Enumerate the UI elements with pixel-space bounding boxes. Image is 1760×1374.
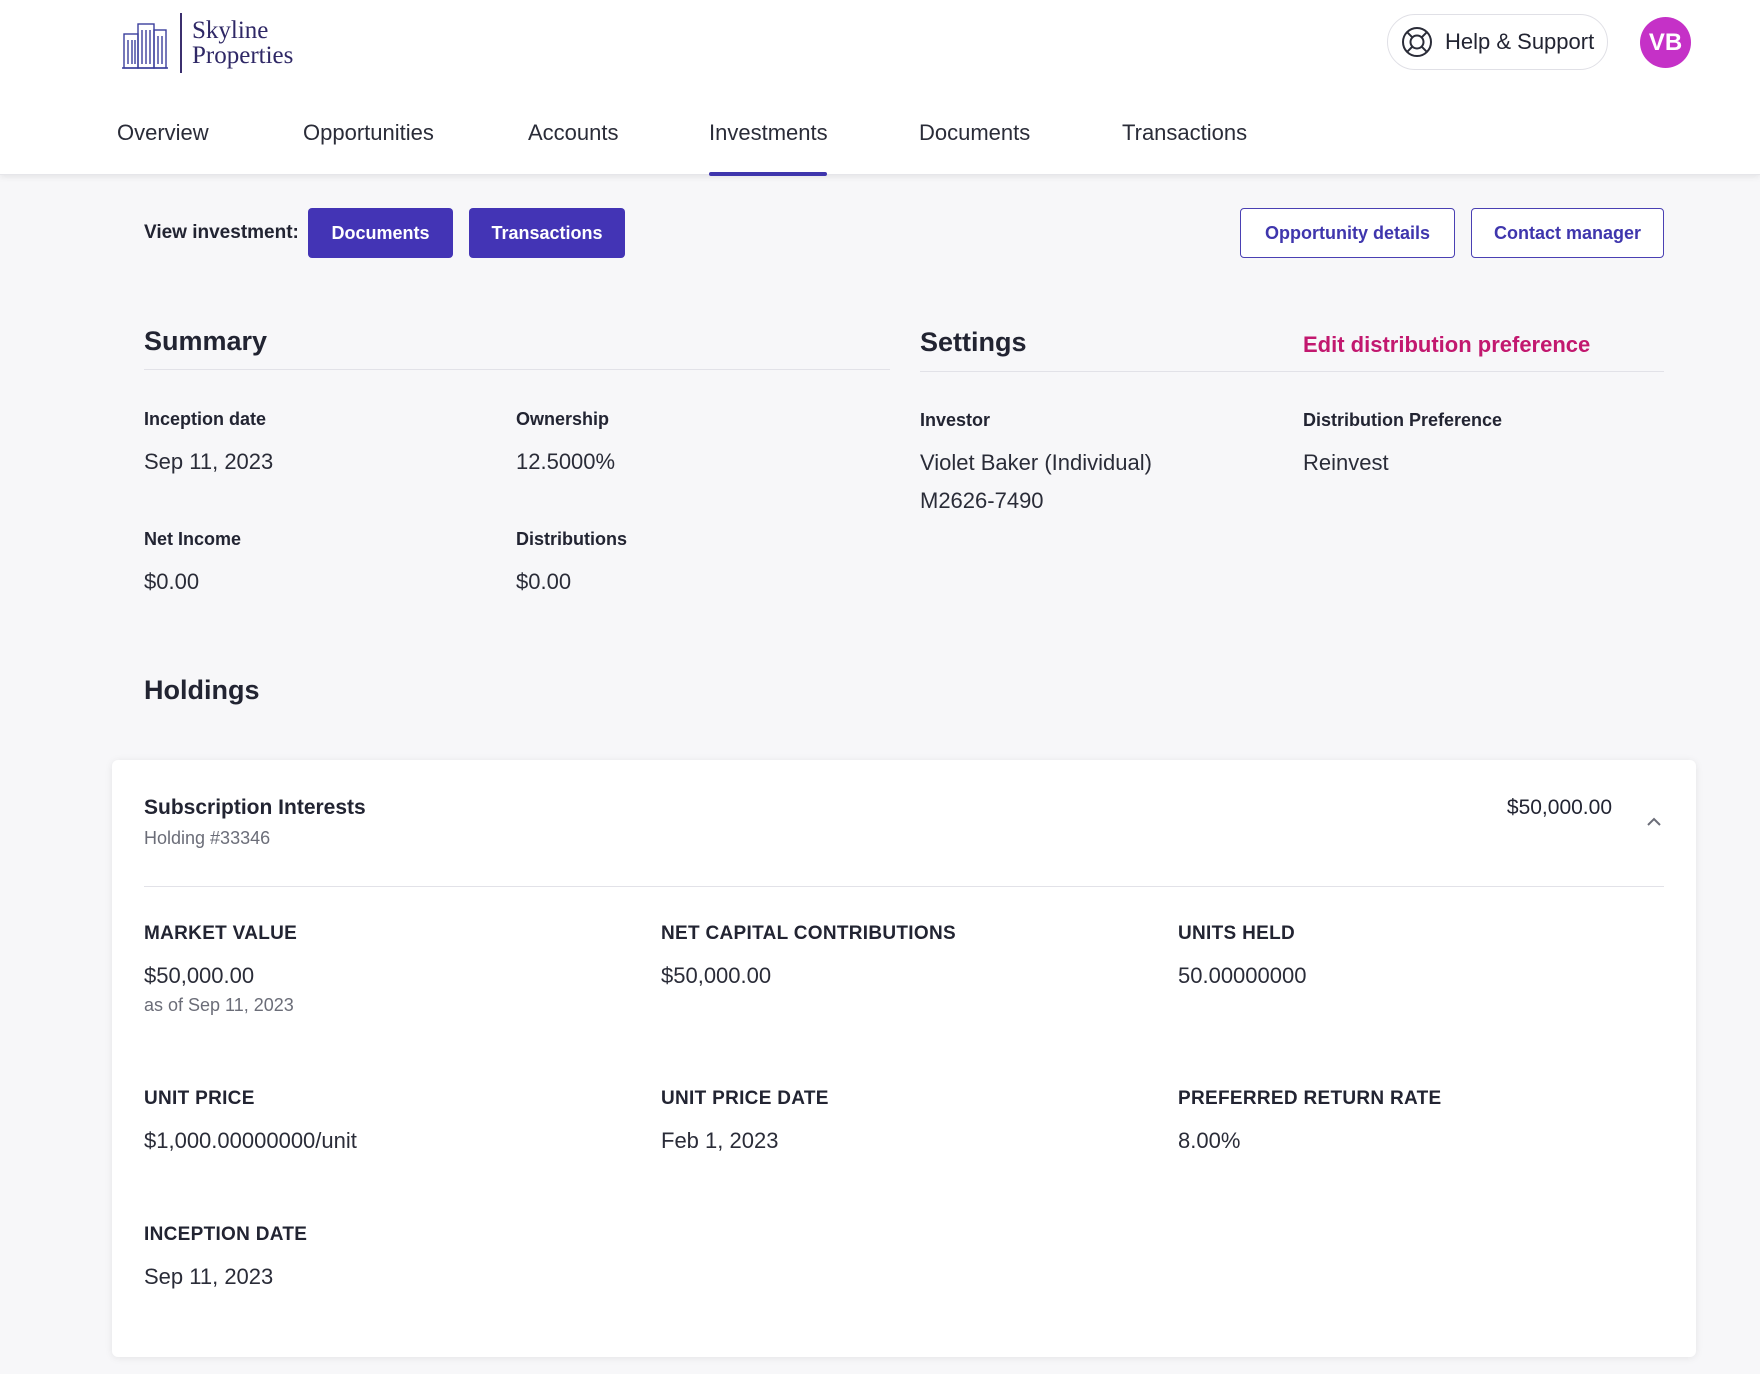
investor-name-value: Violet Baker (Individual) bbox=[920, 450, 1152, 475]
inception-date-value: Sep 11, 2023 bbox=[144, 449, 274, 474]
active-tab-indicator bbox=[709, 172, 827, 176]
investor-label: Investor bbox=[920, 410, 991, 430]
unit-price-date-label: UNIT PRICE DATE bbox=[661, 1088, 829, 1109]
holding-number: Holding #33346 bbox=[144, 828, 271, 848]
help-support-button[interactable]: Help & Support bbox=[1387, 14, 1608, 70]
top-header: Skyline Properties Help & Support VB Ove… bbox=[0, 0, 1760, 176]
contact-manager-button[interactable]: Contact manager bbox=[1471, 208, 1664, 258]
ownership-value: 12.5000% bbox=[516, 449, 616, 474]
tab-accounts[interactable]: Accounts bbox=[528, 120, 619, 145]
preferred-return-label: PREFERRED RETURN RATE bbox=[1178, 1088, 1442, 1109]
brand-logo[interactable]: Skyline Properties bbox=[122, 12, 293, 74]
settings-title: Settings bbox=[920, 327, 1027, 357]
net-income-label: Net Income bbox=[144, 529, 242, 549]
market-value-note: as of Sep 11, 2023 bbox=[144, 995, 294, 1015]
holdings-title: Holdings bbox=[144, 675, 260, 705]
net-capital-label: NET CAPITAL CONTRIBUTIONS bbox=[661, 923, 956, 944]
edit-distribution-preference-link[interactable]: Edit distribution preference bbox=[1303, 332, 1591, 357]
market-value-label: MARKET VALUE bbox=[144, 923, 298, 944]
main-nav: Overview Opportunities Accounts Investme… bbox=[0, 110, 1760, 175]
summary-title: Summary bbox=[144, 326, 268, 356]
help-support-label: Help & Support bbox=[1445, 29, 1595, 54]
holding-divider bbox=[144, 886, 1664, 887]
unit-price-date-value: Feb 1, 2023 bbox=[661, 1128, 779, 1153]
view-investment-label: View investment: bbox=[144, 222, 299, 243]
holding-inception-label: INCEPTION DATE bbox=[144, 1224, 308, 1245]
tab-opportunities[interactable]: Opportunities bbox=[303, 120, 434, 145]
tab-overview[interactable]: Overview bbox=[117, 120, 209, 145]
investor-id-value: M2626-7490 bbox=[920, 488, 1044, 513]
tab-investments[interactable]: Investments bbox=[709, 120, 828, 145]
net-income-value: $0.00 bbox=[144, 569, 200, 594]
brand-name: Skyline Properties bbox=[192, 18, 293, 68]
lifebuoy-icon bbox=[1402, 27, 1432, 57]
brand-name-line1: Skyline bbox=[192, 17, 269, 44]
settings-divider bbox=[920, 371, 1664, 372]
tab-documents[interactable]: Documents bbox=[919, 120, 1031, 145]
brand-name-line2: Properties bbox=[192, 42, 294, 69]
distributions-value: $0.00 bbox=[516, 569, 572, 594]
building-icon bbox=[122, 23, 168, 69]
logo-divider bbox=[180, 13, 182, 73]
market-value: $50,000.00 bbox=[144, 963, 255, 988]
distribution-preference-label: Distribution Preference bbox=[1303, 410, 1503, 430]
unit-price-label: UNIT PRICE bbox=[144, 1088, 255, 1109]
units-held-value: 50.00000000 bbox=[1178, 963, 1307, 988]
ownership-label: Ownership bbox=[516, 409, 610, 429]
user-avatar[interactable]: VB bbox=[1640, 17, 1691, 68]
summary-divider bbox=[144, 369, 890, 370]
chevron-up-icon[interactable] bbox=[1642, 810, 1666, 834]
preferred-return-value: 8.00% bbox=[1178, 1128, 1241, 1153]
holding-name: Subscription Interests bbox=[144, 796, 366, 819]
units-held-label: UNITS HELD bbox=[1178, 923, 1295, 944]
distributions-label: Distributions bbox=[516, 529, 627, 549]
view-documents-button[interactable]: Documents bbox=[308, 208, 453, 258]
holding-inception-value: Sep 11, 2023 bbox=[144, 1264, 274, 1289]
opportunity-details-button[interactable]: Opportunity details bbox=[1240, 208, 1455, 258]
view-transactions-button[interactable]: Transactions bbox=[469, 208, 625, 258]
unit-price-value: $1,000.00000000/unit bbox=[144, 1128, 357, 1153]
holding-amount: $50,000.00 bbox=[1506, 796, 1612, 819]
net-capital-value: $50,000.00 bbox=[661, 963, 772, 988]
inception-date-label: Inception date bbox=[144, 409, 267, 429]
holding-card: Subscription Interests Holding #33346 $5… bbox=[112, 760, 1696, 1357]
tab-transactions[interactable]: Transactions bbox=[1122, 120, 1248, 145]
distribution-preference-value: Reinvest bbox=[1303, 450, 1389, 475]
